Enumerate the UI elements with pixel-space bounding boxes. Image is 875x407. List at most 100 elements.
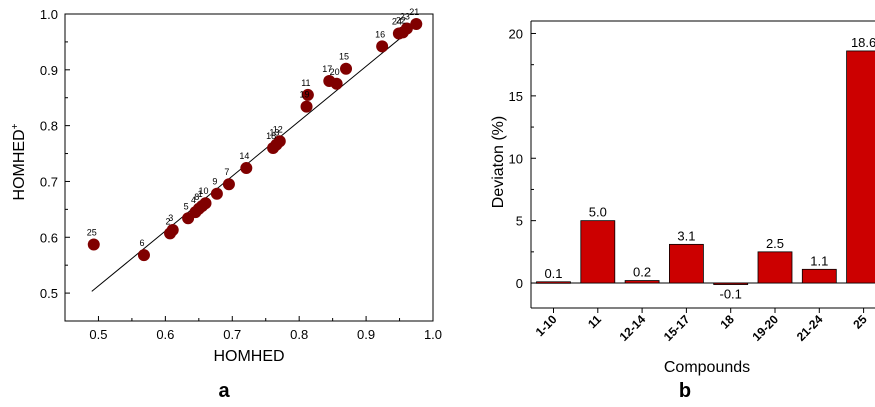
bar-1-10 xyxy=(536,281,571,284)
point-label-25: 25 xyxy=(87,228,97,238)
panel-label-a: a xyxy=(218,380,230,402)
point-14 xyxy=(240,162,253,175)
y-tick-label-b-2: 10 xyxy=(509,151,523,166)
y-axis-label-superscript: + xyxy=(10,123,21,129)
bar-value-label-11: 5.0 xyxy=(589,205,607,220)
point-3 xyxy=(166,224,179,237)
bar-value-label-1-10: 0.1 xyxy=(544,266,562,281)
point-20 xyxy=(330,77,343,90)
x-tick-label-a-4: 0.9 xyxy=(357,327,375,342)
scatter-panel-a: 0.5 0.6 0.7 0.8 0.9 1.0 0.50.60.70.80.91.0 25… xyxy=(10,7,442,402)
x-tick-label-b-15-17: 15-17 xyxy=(661,312,693,344)
bar-11 xyxy=(580,220,616,284)
point-label-7: 7 xyxy=(224,167,229,177)
point-label-21: 21 xyxy=(409,7,419,17)
x-tick-label-a-2: 0.7 xyxy=(223,327,241,342)
point-16 xyxy=(376,40,389,53)
point-11 xyxy=(301,88,314,101)
point-label-6: 6 xyxy=(139,238,144,248)
y-tick-label-a-1: 0.6 xyxy=(40,230,58,245)
x-axis-label-a: HOMHED xyxy=(213,348,284,365)
bar-19-20 xyxy=(757,251,793,284)
bars xyxy=(536,50,875,285)
plot-frame-a xyxy=(64,13,434,322)
fit-line xyxy=(91,21,420,292)
x-tick-label-b-1-10: 1-10 xyxy=(533,312,560,339)
bar-panel-b: 0 5 10 15 20 0.1 5.0 0.2 3.1 -0.1 2.5 1.1 18.6 1-10… xyxy=(490,20,875,402)
x-tick-label-b-18: 18 xyxy=(717,312,737,332)
x-tick-label-b-21-24: 21-24 xyxy=(794,312,826,344)
x-tick-label-a-1: 0.6 xyxy=(156,327,174,342)
bar-12-14 xyxy=(624,280,660,284)
x-tick-label-a-0: 0.5 xyxy=(89,327,107,342)
y-axis-ticks-b: 0 5 10 15 20 xyxy=(509,26,536,291)
point-label-22: 22 xyxy=(396,15,406,25)
bar-18 xyxy=(713,282,749,285)
bar-value-label-19-20: 2.5 xyxy=(766,236,784,251)
y-tick-label-b-0: 0 xyxy=(516,276,523,291)
y-tick-label-b-1: 5 xyxy=(516,214,523,229)
point-label-24: 24 xyxy=(392,17,402,27)
point-label-18: 18 xyxy=(266,131,276,141)
bar-25 xyxy=(846,50,875,284)
point-label-3: 3 xyxy=(168,213,173,223)
point-label-15: 15 xyxy=(339,52,349,62)
point-label-13: 13 xyxy=(269,128,279,138)
x-tick-label-a-5: 1.0 xyxy=(424,327,442,342)
x-tick-label-a-3: 0.8 xyxy=(290,327,308,342)
point-19 xyxy=(300,100,313,113)
x-tick-label-b-12-14: 12-14 xyxy=(617,312,649,344)
point-23 xyxy=(400,22,413,35)
x-axis-label-b: Compounds xyxy=(664,359,750,376)
point-label-1: 1 xyxy=(198,189,203,199)
point-21 xyxy=(410,18,423,31)
point-label-12: 12 xyxy=(273,124,283,134)
point-label-4: 4 xyxy=(191,195,196,205)
point-label-23: 23 xyxy=(400,12,410,22)
y-tick-label-b-4: 20 xyxy=(509,26,523,41)
bar-value-labels: 0.1 5.0 0.2 3.1 -0.1 2.5 1.1 18.6 xyxy=(544,35,875,301)
y-tick-label-b-3: 15 xyxy=(509,89,523,104)
point-label-19: 19 xyxy=(300,90,310,100)
x-tick-label-b-11: 11 xyxy=(585,312,604,331)
y-tick-label-a-5: 1.0 xyxy=(40,7,58,22)
point-25 xyxy=(87,238,100,251)
x-axis-ticks-b: 1-10 11 12-14 15-17 18 19-20 21-24 25 xyxy=(533,308,870,344)
point-label-5: 5 xyxy=(184,201,189,211)
y-tick-label-a-4: 0.9 xyxy=(40,63,58,78)
point-9 xyxy=(210,187,223,200)
bar-value-label-15-17: 3.1 xyxy=(677,228,695,243)
y-tick-label-a-3: 0.8 xyxy=(40,119,58,134)
point-12 xyxy=(273,135,286,148)
x-tick-label-b-25: 25 xyxy=(850,312,870,332)
bar-15-17 xyxy=(669,243,704,284)
point-7 xyxy=(222,178,235,191)
point-label-10: 10 xyxy=(199,186,209,196)
point-label-20: 20 xyxy=(330,67,340,77)
point-label-16: 16 xyxy=(375,29,385,39)
point-label-17: 17 xyxy=(322,64,332,74)
point-10 xyxy=(199,197,212,210)
point-label-14: 14 xyxy=(239,151,249,161)
bar-value-label-25: 18.6 xyxy=(851,35,875,50)
x-tick-label-b-19-20: 19-20 xyxy=(750,312,782,344)
y-axis-label-b: Deviaton (%) xyxy=(490,116,507,208)
x-axis-ticks-a: 0.5 0.6 0.7 0.8 0.9 1.0 xyxy=(89,316,442,342)
point-label-11: 11 xyxy=(301,78,310,88)
bar-value-label-18: -0.1 xyxy=(719,286,741,301)
bar-21-24 xyxy=(801,268,837,284)
y-tick-label-a-0: 0.5 xyxy=(40,286,58,301)
y-tick-label-a-2: 0.7 xyxy=(40,174,58,189)
point-15 xyxy=(340,62,353,75)
plot-frame-b xyxy=(530,20,875,309)
point-label-8: 8 xyxy=(194,192,199,202)
bar-value-label-21-24: 1.1 xyxy=(810,253,828,268)
point-label-9: 9 xyxy=(212,177,217,187)
point-label-2: 2 xyxy=(166,216,171,226)
y-axis-label-a: HOMHED+ xyxy=(10,123,28,200)
panel-label-b: b xyxy=(679,380,691,402)
bar-value-label-12-14: 0.2 xyxy=(633,265,651,280)
point-6 xyxy=(137,249,150,262)
